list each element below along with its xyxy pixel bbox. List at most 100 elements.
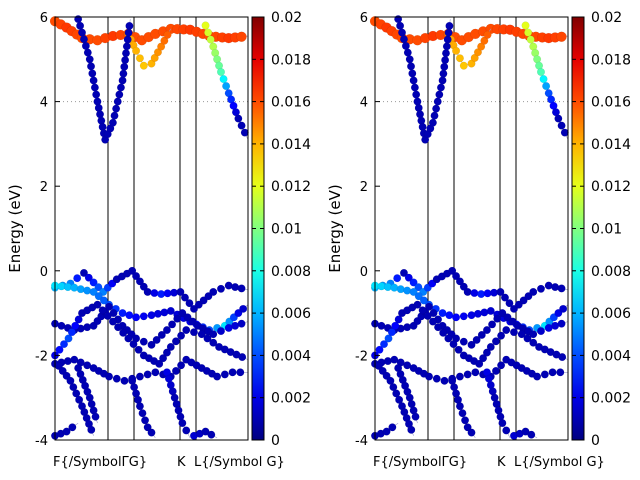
- band-point: [166, 342, 175, 351]
- band-point: [491, 337, 500, 346]
- band-point: [394, 15, 403, 24]
- band-point: [123, 35, 132, 44]
- band-point: [118, 76, 127, 85]
- band-point: [105, 302, 114, 311]
- band-point: [536, 67, 545, 76]
- band-point: [121, 49, 130, 58]
- band-point: [60, 340, 69, 349]
- band-point: [116, 83, 125, 92]
- band-point: [448, 266, 457, 275]
- band-point: [396, 21, 405, 30]
- y-tick-label: 0: [360, 265, 368, 280]
- band-point: [132, 313, 141, 322]
- band-point: [488, 320, 497, 329]
- band-point: [496, 287, 505, 296]
- band-point: [66, 376, 75, 385]
- band-point: [384, 334, 393, 343]
- band-point: [557, 284, 566, 293]
- band-point: [105, 372, 114, 381]
- panel-1: -4 -2 0 2 4 6 F{/SymbolΓG} K L{/Symbol G} Energy …: [6, 10, 311, 470]
- band-point: [87, 62, 96, 71]
- band-point: [162, 348, 171, 357]
- band-point: [502, 326, 511, 335]
- band-point: [118, 309, 127, 318]
- band-point: [119, 328, 128, 337]
- band-point: [409, 76, 418, 85]
- band-point: [155, 359, 164, 368]
- band-point: [526, 35, 535, 44]
- band-point: [132, 46, 141, 55]
- band-point: [113, 97, 122, 106]
- band-point: [150, 289, 159, 298]
- y-tick-label: 6: [360, 11, 368, 26]
- band-point: [55, 345, 64, 354]
- band-point: [497, 361, 506, 370]
- x-tick-label: K: [177, 455, 186, 470]
- band-point: [112, 374, 121, 383]
- band-point: [529, 338, 538, 347]
- colorbar-tick-label: 0.016: [271, 95, 311, 111]
- band-point: [183, 313, 192, 322]
- band-point: [94, 292, 103, 301]
- band-point: [108, 118, 117, 127]
- y-tick-label: 4: [360, 96, 368, 111]
- band-point: [152, 335, 161, 344]
- band-point: [209, 330, 218, 339]
- band-point: [124, 334, 133, 343]
- band-point: [438, 76, 447, 85]
- band-point: [529, 330, 538, 339]
- x-tick-label: L{/Symbol G}: [514, 455, 605, 470]
- band-point: [201, 21, 210, 30]
- band-point: [98, 306, 107, 315]
- y-tick-label: 4: [40, 96, 48, 111]
- band-point: [419, 296, 428, 305]
- band-point: [438, 309, 447, 318]
- y-tick-label: -4: [355, 434, 368, 449]
- band-point: [124, 28, 133, 37]
- band-point: [436, 83, 445, 92]
- band-point: [407, 62, 416, 71]
- band-point: [143, 287, 152, 296]
- band-point: [471, 368, 480, 377]
- band-point: [237, 319, 246, 328]
- colorbar-tick-label: 0.006: [271, 306, 311, 322]
- band-point: [405, 55, 414, 64]
- band-point: [439, 69, 448, 78]
- band-point: [394, 315, 403, 324]
- band-point: [454, 345, 463, 354]
- band-point: [435, 90, 444, 99]
- band-point: [89, 278, 98, 287]
- band-point: [524, 28, 533, 37]
- band-point: [71, 321, 80, 330]
- band-point: [138, 409, 147, 418]
- band-point: [493, 314, 502, 323]
- band-point: [459, 282, 468, 291]
- band-point: [455, 277, 464, 286]
- band-point: [147, 428, 156, 437]
- band-point: [388, 423, 397, 432]
- colorbar-tick-label: 0.002: [271, 391, 311, 407]
- band-point: [135, 402, 144, 411]
- band-point: [239, 304, 248, 313]
- band-point: [197, 330, 206, 339]
- band-point: [455, 402, 464, 411]
- band-point: [477, 42, 486, 51]
- band-point: [83, 48, 92, 57]
- band-point: [498, 419, 507, 428]
- band-point: [122, 42, 131, 51]
- band-point: [78, 28, 87, 37]
- band-point: [558, 353, 567, 362]
- band-point: [119, 69, 128, 78]
- band-point: [209, 287, 218, 296]
- band-point: [387, 328, 396, 337]
- band-point: [461, 416, 470, 425]
- colorbar-tick-label: 0.008: [591, 264, 631, 280]
- band-point: [391, 321, 400, 330]
- band-point: [139, 337, 148, 346]
- band-point: [440, 62, 449, 71]
- band-point: [139, 61, 148, 70]
- band-point: [554, 114, 563, 123]
- band-point: [486, 306, 495, 315]
- band-point: [166, 306, 175, 315]
- band-point: [393, 274, 402, 283]
